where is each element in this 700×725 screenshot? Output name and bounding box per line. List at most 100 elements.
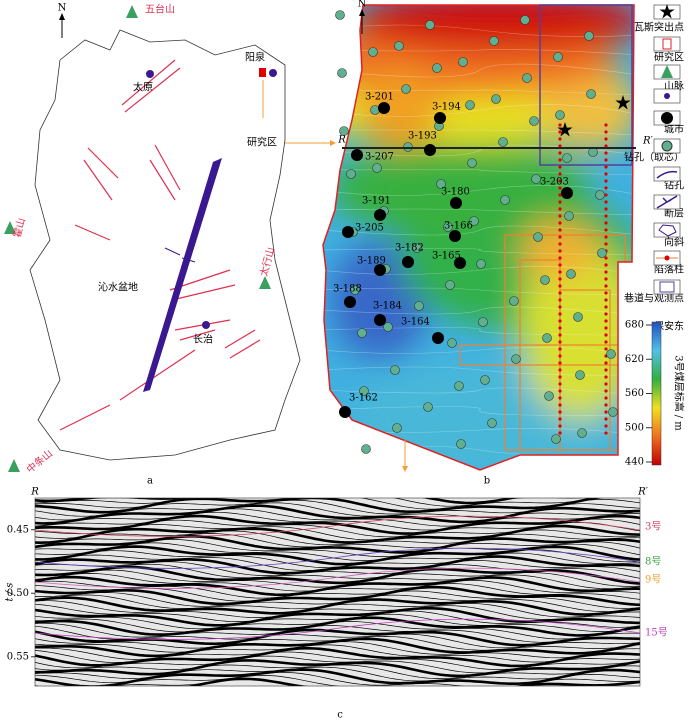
contour [323,185,634,196]
borehole [335,10,345,20]
observation-point [604,144,608,148]
label: 钻孔 [664,179,684,192]
fault [121,59,176,106]
core-borehole [424,144,436,156]
label: 阳泉 [245,51,265,64]
borehole [425,20,435,30]
seismic-trace [35,637,640,658]
color-blob [350,5,634,50]
observation-point [604,165,608,169]
fault [171,284,236,301]
borehole [478,317,488,327]
core-borehole [434,112,446,124]
borehole [394,41,404,51]
label: 3-207 [365,152,394,163]
horizon [35,515,640,537]
contour [323,406,634,416]
contour [323,327,634,336]
elevation-map [323,5,634,470]
borehole [412,243,422,253]
colorbar-tick-label: 560 [625,388,644,399]
observation-point [558,347,562,351]
protection-zone [539,4,633,166]
borehole [357,328,367,338]
core-borehole [344,296,356,308]
seismic-trace [35,603,640,622]
label: 3-166 [444,221,473,232]
label: 3-164 [401,317,430,328]
observation-point [558,179,562,183]
label: 3-162 [349,393,378,404]
contour [323,306,634,316]
label: 巷道与观测点 [624,292,684,305]
mountain-icon [126,5,138,18]
legend-icon [664,93,670,99]
core-borehole [432,332,444,344]
label: 钻孔（取芯） [624,151,684,164]
borehole [346,169,356,179]
fault [74,224,111,241]
contour [323,49,634,56]
observation-point [558,214,562,218]
contour [323,387,634,396]
borehole [368,47,378,57]
core-borehole [374,209,386,221]
borehole [584,31,594,41]
label: 3-189 [357,256,386,267]
observation-point [558,424,562,428]
borehole [414,301,424,311]
core-borehole [450,197,462,209]
borehole [487,418,497,428]
y-axis-title: t / s [5,583,16,602]
observation-point [558,277,562,281]
seismic-trace [35,616,640,637]
borehole [350,285,360,295]
observation-point [558,431,562,435]
seismic-trace [35,596,640,616]
colorbar-title: 3号煤层标高 / m [673,355,686,431]
observation-point [604,375,608,379]
observation-point [604,382,608,386]
observation-point [604,410,608,414]
borehole [489,36,499,46]
observation-point [558,242,562,246]
observation-point [604,361,608,365]
seismic-trace [35,651,640,670]
observation-point [604,235,608,239]
label: 9号 [645,574,661,586]
observation-point [558,389,562,393]
observation-point [604,193,608,197]
label: 研究区 [247,136,277,149]
colorbar [651,321,662,466]
seismic-trace [35,610,640,630]
core-borehole [454,257,466,269]
fault [224,329,256,349]
borehole [467,158,477,168]
label: 向斜 [664,236,684,249]
observation-point [604,214,608,218]
borehole [595,190,605,200]
contour [323,266,634,276]
legend-icon [664,255,670,261]
observation-point [558,284,562,288]
city-dot [146,70,154,78]
label: R′ [637,487,649,498]
borehole [359,386,369,396]
seismic-trace [35,583,640,602]
observation-point [558,221,562,225]
seismic-trace [35,575,640,597]
core-borehole [374,264,386,276]
map-outline [322,4,635,471]
label: 3-182 [395,243,424,254]
label: b [484,476,490,487]
borehole [577,428,587,438]
label: 研究区 [654,51,684,64]
borehole [447,338,457,348]
horizon [35,547,640,569]
seismic-trace [35,539,640,557]
observation-point [558,151,562,155]
label: 太行山 [257,246,277,278]
label: 3-194 [432,102,461,113]
observation-point [558,326,562,330]
observation-point [604,312,608,316]
